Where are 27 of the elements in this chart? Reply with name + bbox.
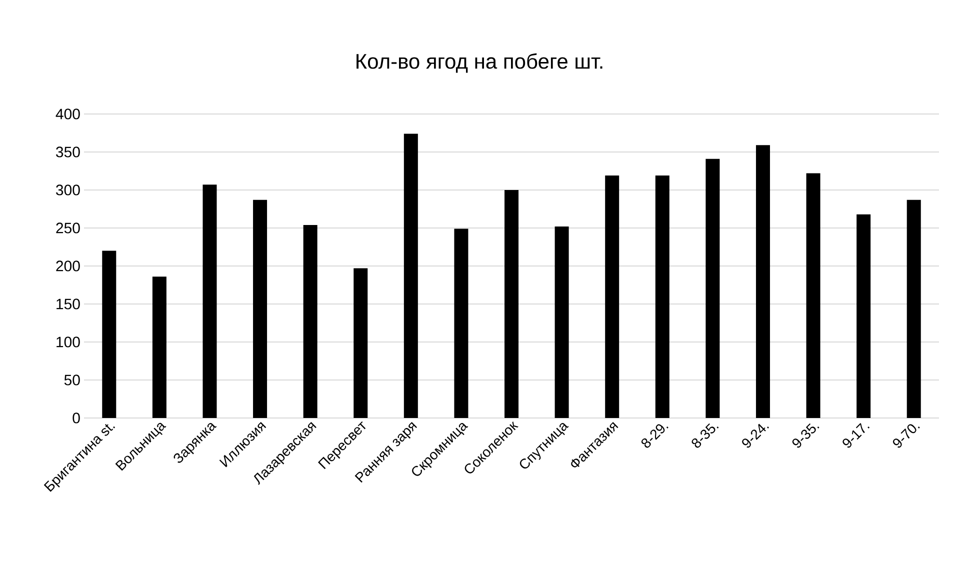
bar xyxy=(554,226,569,418)
bar xyxy=(152,276,166,418)
bar xyxy=(756,145,770,418)
bar xyxy=(102,250,116,418)
bar xyxy=(706,158,720,418)
y-tick-label: 250 xyxy=(56,222,80,234)
y-tick-label: 0 xyxy=(72,412,80,424)
y-tick-label: 150 xyxy=(56,298,80,310)
y-tick-label: 200 xyxy=(56,260,80,272)
bar xyxy=(856,214,871,418)
bar xyxy=(504,190,519,418)
bar xyxy=(253,200,268,418)
y-tick-label: 400 xyxy=(56,108,80,120)
y-tick-label: 100 xyxy=(56,336,80,348)
bar xyxy=(605,176,620,418)
y-tick-label: 350 xyxy=(56,146,80,158)
bar xyxy=(454,228,468,418)
bar xyxy=(906,200,921,418)
bar xyxy=(806,173,820,418)
y-tick-label: 50 xyxy=(64,374,80,386)
bar xyxy=(303,224,318,418)
bar xyxy=(655,176,670,418)
bar xyxy=(404,134,418,418)
bar xyxy=(354,268,368,418)
bar xyxy=(202,184,217,418)
chart-title: Кол-во ягод на побеге шт. xyxy=(356,53,602,73)
y-tick-label: 300 xyxy=(56,184,80,196)
